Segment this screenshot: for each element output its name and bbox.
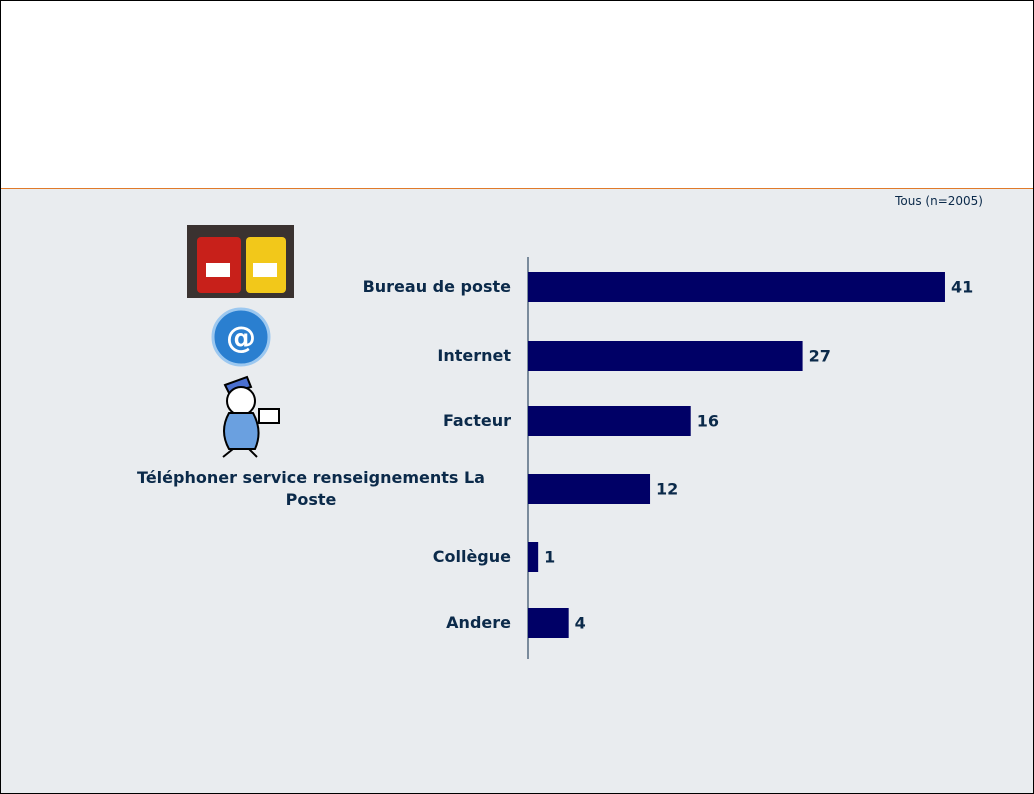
category-label: Facteur	[442, 411, 511, 430]
category-label-box: Bureau de poste	[91, 276, 511, 298]
category-label: Internet	[437, 346, 511, 365]
category-label-box: Collègue	[91, 546, 511, 568]
svg-text:@: @	[226, 321, 256, 356]
category-label: Bureau de poste	[362, 277, 511, 296]
postman-icon	[222, 375, 280, 458]
category-label-box: Facteur	[91, 410, 511, 432]
category-label-box: Téléphoner service renseignements La Pos…	[91, 467, 511, 511]
value-label: 4	[575, 614, 586, 633]
sample-note: Tous (n=2005)	[895, 194, 983, 208]
value-label: 12	[656, 480, 678, 499]
mailbox-icon	[187, 225, 294, 298]
bar	[528, 272, 945, 302]
value-label: 27	[809, 347, 831, 366]
category-label: Andere	[446, 613, 511, 632]
category-label-box: Andere	[91, 612, 511, 634]
value-label: 41	[951, 278, 973, 297]
value-label: 1	[544, 548, 555, 567]
bar	[528, 542, 539, 572]
bar	[528, 474, 651, 504]
category-label: Collègue	[432, 547, 511, 566]
category-label: Téléphoner service renseignements La Pos…	[137, 468, 485, 509]
at-icon: @	[211, 307, 271, 367]
bar	[528, 608, 569, 638]
value-label: 16	[697, 412, 719, 431]
bar	[528, 341, 803, 371]
bar	[528, 406, 691, 436]
category-label-box: Internet	[91, 345, 511, 367]
